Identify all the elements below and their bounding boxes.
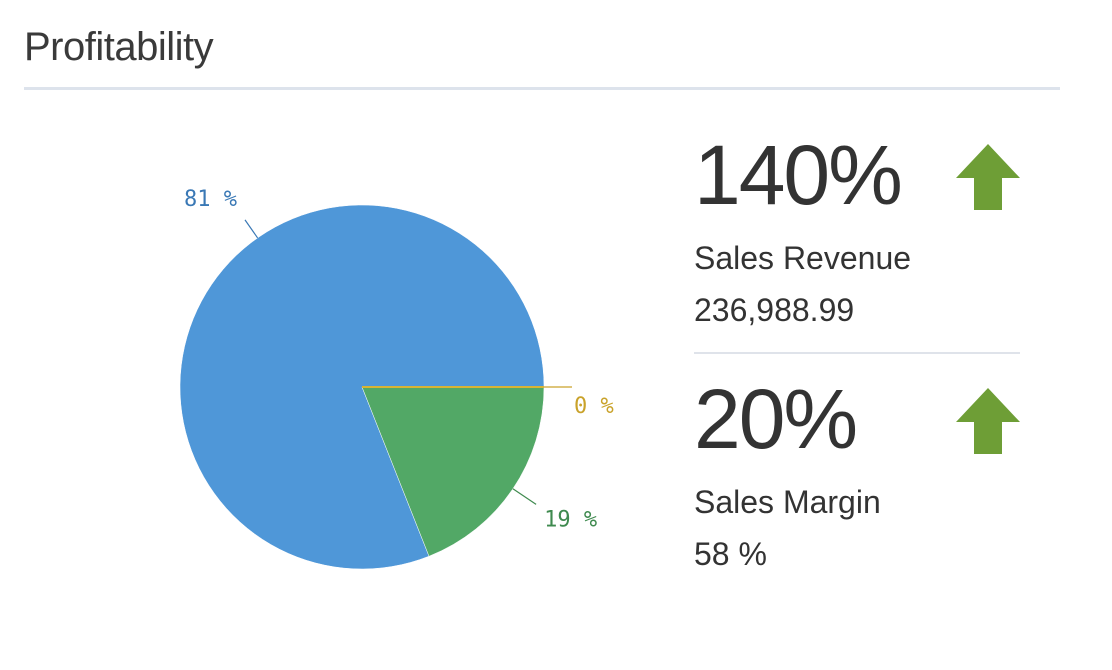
pie-slice-19[interactable] (361, 386, 545, 557)
arrow-up-icon (956, 144, 1020, 210)
pie-data-label-0: 0 % (574, 394, 614, 419)
pie-data-label-81: 81 % (184, 187, 237, 212)
pie-data-label-19: 19 % (544, 507, 597, 532)
leader-line-81 (244, 219, 259, 239)
kpi-label: Sales Margin (694, 484, 881, 520)
profitability-pie-chart: 81 % 19 % 0 % (0, 100, 680, 620)
title-divider (24, 87, 1060, 90)
kpi-divider (694, 352, 1020, 354)
kpi-sub-value: 58 % (694, 536, 767, 572)
pie-slice-81[interactable] (179, 204, 545, 570)
kpi-sub-value: 236,988.99 (694, 292, 855, 328)
kpi-sales-revenue: 140% Sales Revenue 236,988.99 (694, 120, 1020, 332)
leader-line-19 (512, 488, 537, 505)
kpi-sales-margin: 20% Sales Margin 58 % (694, 364, 1020, 576)
kpi-label: Sales Revenue (694, 240, 912, 276)
widget-title: Profitability (24, 25, 214, 69)
pie-chart-svg: 81 % 19 % 0 % (179, 187, 614, 570)
kpi-value: 20% (694, 372, 858, 466)
arrow-up-icon (956, 388, 1020, 454)
kpi-value: 140% (694, 128, 903, 222)
kpi-panel: 140% Sales Revenue 236,988.99 20% Sales … (694, 120, 1020, 576)
